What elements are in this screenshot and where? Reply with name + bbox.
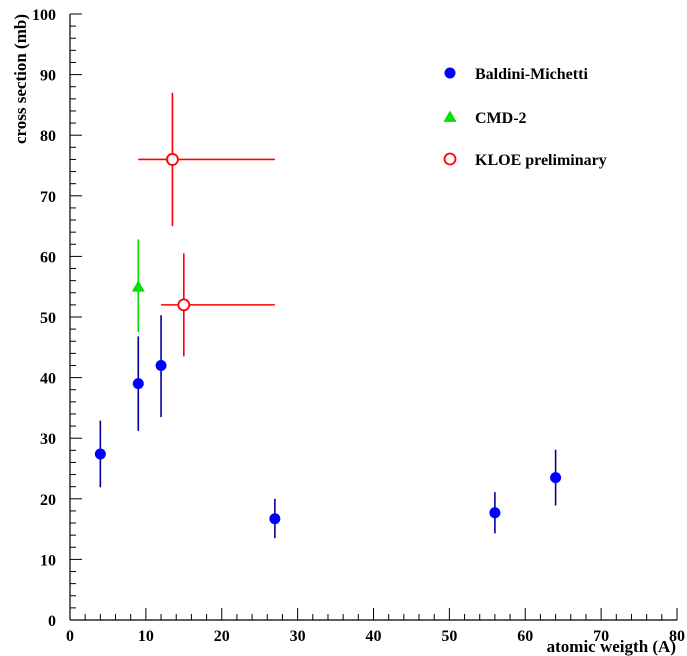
x-tick-label: 30: [290, 628, 306, 645]
data-point: [131, 280, 145, 292]
data-point: [94, 448, 106, 460]
data-point: [269, 513, 281, 525]
x-tick-label: 10: [138, 628, 154, 645]
y-axis-ticks: [70, 13, 82, 621]
y-tick-label: 20: [40, 492, 56, 509]
y-tick-label: 60: [40, 249, 56, 266]
data-point: [489, 507, 501, 519]
legend-label: Baldini-Michetti: [475, 66, 588, 83]
x-tick-label: 40: [366, 628, 382, 645]
legend-item-cmd-2: CMD-2: [443, 110, 527, 127]
y-tick-label: 50: [40, 310, 56, 327]
x-axis-ticks: [69, 608, 678, 620]
x-axis-tick-labels: 0 10 20 30 40 50 60 70 80: [66, 628, 685, 645]
data-point: [166, 153, 179, 166]
y-tick-label: 80: [40, 128, 56, 145]
y-tick-label: 70: [40, 189, 56, 206]
legend-item-baldini-michetti: Baldini-Michetti: [444, 66, 588, 83]
data-point: [177, 298, 191, 312]
y-tick-label: 40: [40, 371, 56, 388]
data-point: [132, 378, 144, 390]
x-tick-label: 50: [441, 628, 457, 645]
x-tick-label: 60: [517, 628, 533, 645]
y-tick-label: 90: [40, 68, 56, 85]
y-tick-label: 30: [40, 431, 56, 448]
y-tick-label: 100: [32, 7, 56, 24]
data-points: [94, 92, 562, 539]
x-tick-label: 20: [214, 628, 230, 645]
data-point: [155, 359, 167, 371]
y-axis-tick-labels: 0 10 20 30 40 50 60 70 80 90 100: [32, 7, 56, 630]
legend-label: CMD-2: [475, 110, 527, 127]
x-tick-label: 0: [66, 628, 74, 645]
legend-marker: [443, 152, 457, 166]
x-axis-label: atomic weigth (A): [547, 637, 676, 656]
legend-marker: [444, 67, 456, 79]
data-point: [550, 472, 562, 484]
legend: Baldini-Michetti CMD-2 KLOE preliminary: [443, 66, 607, 169]
legend-marker: [443, 110, 457, 122]
y-tick-label: 10: [40, 552, 56, 569]
legend-label: KLOE preliminary: [475, 152, 607, 169]
y-axis-label: cross section (mb): [11, 14, 30, 144]
series-kloe-preliminary: [138, 92, 275, 357]
series-baldini-michetti: [94, 315, 562, 539]
legend-item-kloe-preliminary: KLOE preliminary: [443, 152, 607, 169]
x-tick-label: 80: [669, 628, 685, 645]
y-tick-label: 0: [48, 613, 56, 630]
series-cmd-2: [131, 239, 145, 333]
x-tick-label: 70: [593, 628, 609, 645]
